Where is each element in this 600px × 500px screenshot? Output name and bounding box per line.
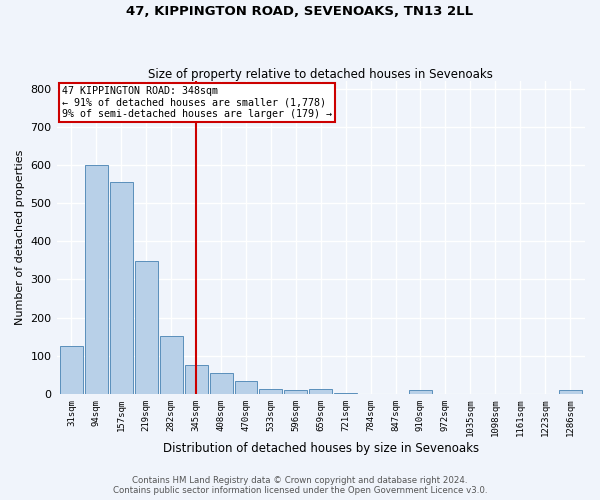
Bar <box>110 182 133 394</box>
Bar <box>310 388 332 394</box>
Bar <box>85 165 108 394</box>
Bar <box>185 366 208 394</box>
Y-axis label: Number of detached properties: Number of detached properties <box>15 150 25 325</box>
X-axis label: Distribution of detached houses by size in Sevenoaks: Distribution of detached houses by size … <box>163 442 479 455</box>
Bar <box>60 346 83 394</box>
Bar <box>334 393 357 394</box>
Text: 47 KIPPINGTON ROAD: 348sqm
← 91% of detached houses are smaller (1,778)
9% of se: 47 KIPPINGTON ROAD: 348sqm ← 91% of deta… <box>62 86 332 119</box>
Title: Size of property relative to detached houses in Sevenoaks: Size of property relative to detached ho… <box>148 68 493 81</box>
Bar <box>259 388 283 394</box>
Bar <box>160 336 182 394</box>
Text: Contains HM Land Registry data © Crown copyright and database right 2024.
Contai: Contains HM Land Registry data © Crown c… <box>113 476 487 495</box>
Bar <box>284 390 307 394</box>
Bar <box>235 380 257 394</box>
Text: 47, KIPPINGTON ROAD, SEVENOAKS, TN13 2LL: 47, KIPPINGTON ROAD, SEVENOAKS, TN13 2LL <box>127 5 473 18</box>
Bar <box>559 390 581 394</box>
Bar <box>409 390 432 394</box>
Bar <box>209 374 233 394</box>
Bar <box>135 261 158 394</box>
